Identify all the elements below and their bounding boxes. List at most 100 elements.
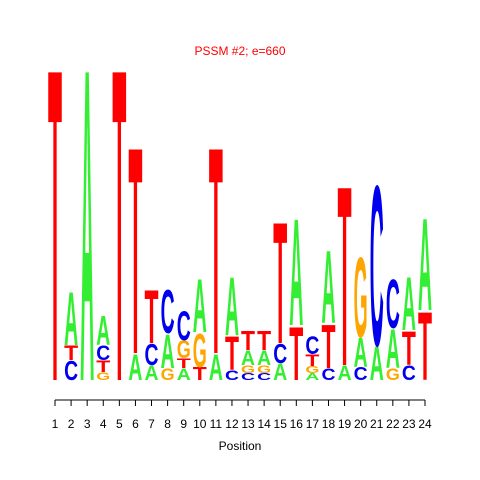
logo-letter: C [386, 265, 400, 342]
logo-letter: T [338, 132, 352, 420]
x-tick-label: 9 [180, 417, 187, 431]
letter-glyph: T [402, 321, 416, 376]
letter-glyph: T [289, 310, 303, 396]
x-tick-label: 13 [241, 417, 255, 431]
letter-glyph: T [209, 86, 223, 416]
logo-letter: G [305, 365, 319, 376]
x-tick-label: 14 [257, 417, 271, 431]
logo-letter: C [305, 332, 319, 360]
x-tick-label: 18 [322, 417, 336, 431]
logo-letter: T [177, 355, 192, 371]
letter-glyph: G [241, 363, 255, 375]
logo-letter: T [209, 86, 223, 416]
letter-glyph: A [64, 275, 78, 361]
letter-glyph: A [161, 324, 175, 379]
logo-letter: C [257, 372, 271, 383]
letter-glyph: T [64, 343, 79, 365]
logo-letter: C [241, 372, 255, 383]
letter-glyph: T [225, 326, 239, 381]
logo-letter: T [193, 365, 207, 385]
x-tick-label: 16 [290, 417, 304, 431]
logo-letter: T [273, 187, 287, 381]
logo-letter: G [241, 363, 255, 375]
logo-letter: C [64, 356, 78, 387]
letter-glyph: T [145, 273, 159, 359]
logo-letter: T [418, 291, 432, 400]
letter-glyph: A [273, 358, 287, 385]
letter-glyph: A [96, 307, 110, 354]
logo-letter: A [305, 372, 319, 383]
letter-glyph: A [193, 262, 207, 348]
logo-letter: C [354, 365, 368, 385]
letter-glyph: G [354, 235, 368, 362]
letter-glyph: G [193, 323, 207, 378]
logo-letter: C [225, 367, 239, 383]
letter-glyph: T [48, 0, 62, 476]
logo-letter: A [289, 188, 303, 359]
letter-glyph: T [338, 132, 352, 420]
letter-glyph: A [305, 372, 319, 383]
logo-letter: G [193, 323, 207, 378]
x-tick-label: 21 [370, 417, 384, 431]
logo-letter: T [48, 0, 62, 476]
letter-glyph: A [241, 348, 255, 370]
x-tick-label: 17 [306, 417, 320, 431]
x-tick-label: 7 [148, 417, 155, 431]
x-tick-label: 10 [193, 417, 207, 431]
letter-glyph: A [225, 259, 239, 353]
logo-letter: A [225, 259, 239, 353]
letter-glyph: T [257, 326, 271, 357]
logo-letter: G [386, 365, 400, 384]
logo-letter: A [209, 348, 223, 389]
x-axis-label: Position [219, 439, 262, 453]
x-tick-label: 19 [338, 417, 352, 431]
letter-glyph: C [177, 302, 191, 349]
letter-glyph: C [402, 363, 416, 385]
logo-letter: A [354, 329, 368, 376]
x-tick-label: 1 [52, 417, 59, 431]
letter-glyph: C [321, 365, 335, 384]
letter-glyph: C [96, 343, 110, 365]
logo-letter: T [96, 357, 111, 376]
logo-letter: T [64, 343, 79, 365]
logo-letter: A [80, 0, 94, 476]
x-tick-label: 8 [164, 417, 171, 431]
logo-letter: T [402, 321, 416, 376]
logo-letter: C [402, 363, 416, 385]
letter-glyph: A [289, 188, 303, 359]
letter-glyph: A [209, 348, 223, 389]
logo-letter: G [96, 370, 110, 382]
logo-letter: A [370, 336, 384, 391]
letter-glyph: T [112, 0, 126, 476]
x-tick-label: 23 [402, 417, 416, 431]
letter-glyph: G [161, 365, 175, 384]
logo-letter: A [402, 260, 416, 346]
x-tick-label: 11 [210, 417, 223, 431]
letter-glyph: C [241, 372, 255, 383]
letter-glyph: G [386, 365, 400, 384]
letter-glyph: A [370, 336, 384, 391]
letter-glyph: G [177, 336, 191, 364]
letter-glyph: A [145, 363, 159, 385]
letter-glyph: T [305, 351, 320, 370]
logo-letter: G [354, 235, 368, 362]
letter-glyph: G [305, 365, 319, 376]
logo-letter: T [145, 273, 159, 359]
letter-glyph: A [386, 317, 400, 380]
logo-letter: C [321, 365, 335, 384]
logo-letter: T [225, 326, 239, 381]
logo-letter: A [145, 363, 159, 385]
letter-glyph: C [225, 367, 239, 383]
x-tick-label: 12 [225, 417, 239, 431]
letter-glyph: A [321, 229, 335, 346]
logo-letter: A [418, 191, 432, 338]
logo-letter: A [193, 262, 207, 348]
logo-letter: A [386, 317, 400, 380]
x-tick-label: 15 [274, 417, 288, 431]
logo-letter: C [145, 339, 159, 372]
letter-glyph: C [354, 365, 368, 385]
logo-letter: G [161, 365, 175, 384]
letter-glyph: C [305, 332, 319, 360]
logo-letter: A [273, 358, 287, 385]
